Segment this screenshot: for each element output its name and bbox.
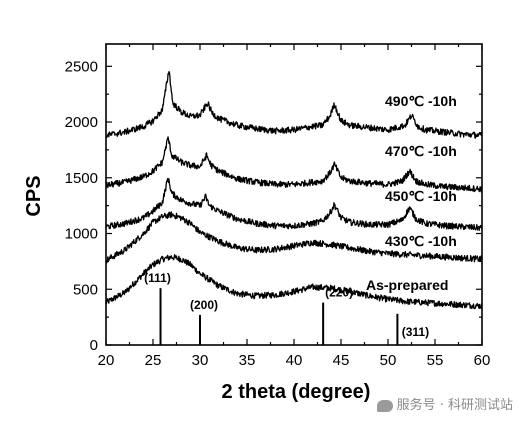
series-line: [105, 254, 483, 310]
series-label: 490℃ -10h: [385, 93, 457, 109]
x-axis-ticks: 20 25 30 35 40 45 50 55 60: [98, 44, 491, 369]
y-tick-label: 2000: [65, 114, 98, 131]
watermark: 服务号 · 科研测试站: [376, 394, 513, 413]
y-tick-label: 0: [90, 337, 98, 354]
series-line: [105, 136, 483, 193]
series-label: 470℃ -10h: [385, 143, 457, 159]
y-tick-label: 500: [73, 281, 98, 298]
x-tick-label: 40: [286, 352, 303, 369]
x-axis-title: 2 theta (degree): [222, 381, 371, 403]
series-label: As-prepared: [366, 277, 448, 293]
series-line: [105, 211, 483, 264]
x-tick-label: 25: [145, 352, 162, 369]
x-tick-label: 20: [98, 352, 115, 369]
x-tick-label: 35: [239, 352, 256, 369]
series-line: [105, 177, 483, 232]
series-label: 450℃ -10h: [385, 188, 457, 204]
series-labels: As-prepared 430℃ -10h 450℃ -10h 470℃ -10h 49…: [366, 93, 457, 293]
y-tick-label: 1500: [65, 170, 98, 187]
x-tick-label: 50: [380, 352, 397, 369]
y-tick-label: 1000: [65, 226, 98, 243]
reference-line-label: (200): [190, 298, 218, 312]
y-axis-title: CPS: [23, 175, 45, 216]
y-axis-ticks: 0 500 1000 1500 2000 2500: [65, 58, 482, 354]
reference-line-label: (111): [144, 271, 171, 285]
chat-bubble-icon: [376, 399, 393, 412]
series-line: [105, 71, 483, 139]
series-label: 430℃ -10h: [385, 233, 457, 249]
x-tick-label: 45: [333, 352, 350, 369]
x-tick-label: 30: [192, 352, 209, 369]
reference-line-label: (311): [402, 325, 429, 339]
series-group: [105, 71, 483, 310]
x-tick-label: 55: [427, 352, 444, 369]
x-tick-label: 60: [474, 352, 491, 369]
watermark-text: 服务号 · 科研测试站: [396, 398, 513, 413]
y-tick-label: 2500: [65, 58, 98, 75]
